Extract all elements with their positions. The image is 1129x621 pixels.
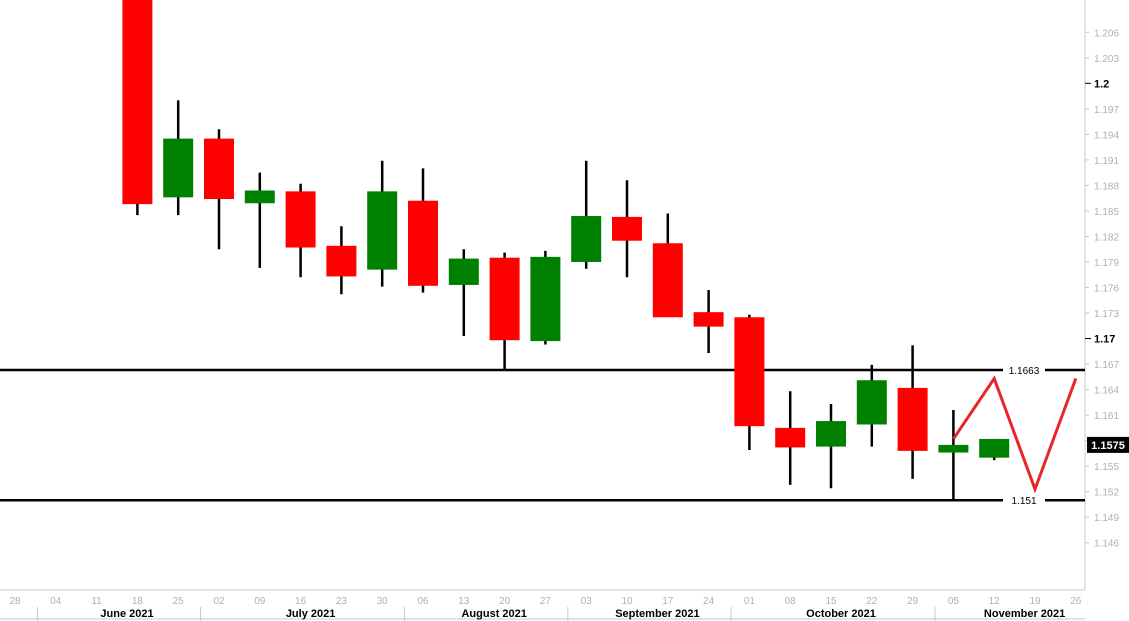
x-tick-label: 28 [9,596,21,607]
month-label: October 2021 [806,608,876,620]
y-tick-label: 1.164 [1094,386,1119,397]
month-label: September 2021 [615,608,699,620]
x-tick-label: 08 [785,596,797,607]
x-tick-label: 09 [254,596,266,607]
x-tick-label: 24 [703,596,715,607]
level-label: 1.1663 [1009,366,1040,377]
x-tick-label: 25 [173,596,185,607]
candle-body [775,427,806,448]
x-tick-label: 29 [907,596,919,607]
y-tick-label: 1.182 [1094,232,1119,243]
candle-body [938,444,969,453]
x-tick-label: 12 [989,596,1001,607]
y-tick-label: 1.176 [1094,284,1119,295]
candle-body [612,216,642,241]
candle-body [897,387,928,451]
candle-body [856,380,887,425]
y-tick-label: 1.167 [1094,360,1119,371]
x-tick-label: 13 [458,596,470,607]
level-label: 1.151 [1011,496,1036,507]
level-label-bg [1003,363,1045,378]
y-tick-label: 1.161 [1094,411,1119,422]
current-price-label: 1.1575 [1091,440,1125,452]
x-tick-label: 18 [132,596,144,607]
current-price-badge [1087,436,1129,453]
candle-body [326,245,357,277]
month-label: July 2021 [286,608,336,620]
x-tick-label: 20 [499,596,511,607]
y-tick-label: 1.191 [1094,156,1119,167]
x-tick-label: 23 [336,596,348,607]
candle-body [244,190,275,204]
candle-body [652,243,683,318]
y-tick-label: 1.197 [1094,105,1119,116]
y-tick-label: 1.2 [1094,78,1109,90]
y-tick-label: 1.179 [1094,258,1119,269]
y-tick-label: 1.155 [1094,462,1119,473]
month-label: August 2021 [461,608,526,620]
candle-body [408,200,438,286]
candle-body [734,317,765,427]
candle-body [367,191,398,270]
candle-body [122,0,153,205]
x-tick-label: 17 [662,596,674,607]
month-label: November 2021 [984,608,1065,620]
x-tick-label: 04 [50,596,62,607]
x-tick-label: 06 [417,596,429,607]
x-tick-label: 27 [540,596,552,607]
x-tick-label: 10 [621,596,633,607]
candle-body [204,138,234,200]
x-tick-label: 30 [377,596,389,607]
candle-body [448,258,479,285]
candle-body [979,438,1010,458]
y-tick-label: 1.185 [1094,207,1119,218]
month-label: June 2021 [100,608,153,620]
y-tick-label: 1.206 [1094,28,1119,39]
level-label-bg [1003,493,1045,508]
x-tick-label: 11 [91,596,102,607]
candle-body [530,256,561,342]
x-tick-label: 15 [825,596,837,607]
x-tick-label: 03 [581,596,593,607]
candle-body [285,191,316,248]
projection-line [952,375,1078,494]
candle-body [816,421,846,447]
x-tick-label: 26 [1070,596,1082,607]
y-tick-label: 1.203 [1094,54,1119,65]
x-tick-label: 05 [948,596,960,607]
x-tick-label: 19 [1029,596,1041,607]
y-tick-label: 1.152 [1094,488,1119,499]
candle-body [489,257,520,341]
candle-body [693,312,724,327]
y-tick-label: 1.146 [1094,539,1119,550]
y-tick-label: 1.149 [1094,513,1119,524]
candle-body [163,138,194,198]
y-tick-label: 1.17 [1094,334,1115,346]
x-tick-label: 16 [295,596,307,607]
x-tick-label: 01 [744,596,756,607]
x-tick-label: 22 [866,596,878,607]
x-tick-label: 02 [213,596,225,607]
y-tick-label: 1.188 [1094,181,1119,192]
y-tick-label: 1.173 [1094,309,1119,320]
y-tick-label: 1.194 [1094,130,1119,141]
candle-body [571,216,602,262]
